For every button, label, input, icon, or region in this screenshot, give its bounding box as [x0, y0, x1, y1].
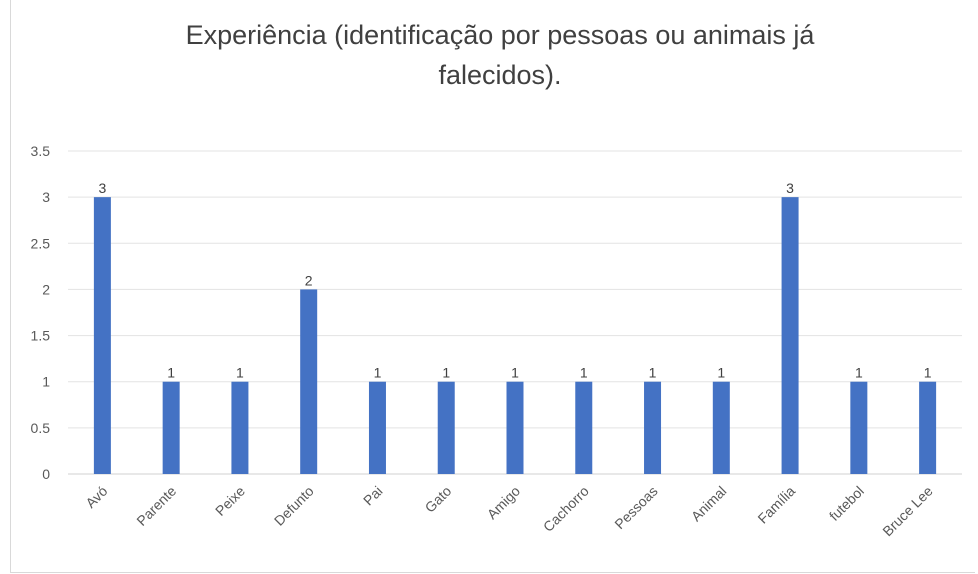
data-label: 3 [98, 180, 106, 196]
x-tick-label: Animal [688, 483, 730, 525]
y-tick-label: 0 [42, 466, 50, 482]
x-tick-label: Pai [360, 483, 386, 509]
bar [437, 381, 455, 474]
data-label: 1 [717, 365, 725, 381]
x-tick-label: Defunto [271, 483, 317, 529]
x-axis: Avó Parente Peixe Defunto Pai Gato Amigo Cachor… [82, 483, 936, 540]
bar [644, 381, 662, 474]
data-label: 1 [236, 365, 244, 381]
y-tick-label: 1 [42, 374, 50, 390]
data-label: 1 [374, 365, 382, 381]
x-tick-label: Gato [422, 483, 455, 516]
y-tick-label: 2 [42, 281, 50, 297]
chart-title-line-2: falecidos). [438, 60, 561, 90]
x-tick-label: Bruce Lee [879, 483, 936, 540]
bar [919, 381, 937, 474]
x-tick-label: futebol [826, 483, 867, 524]
y-tick-label: 0.5 [31, 420, 51, 436]
data-label: 1 [511, 365, 519, 381]
data-label: 1 [442, 365, 450, 381]
bar [162, 381, 180, 474]
x-tick-label: Avó [82, 483, 110, 511]
data-label: 1 [649, 365, 657, 381]
chart-title-line-1: Experiência (identificação por pessoas o… [186, 20, 816, 50]
bar [300, 289, 318, 474]
y-tick-label: 2.5 [31, 235, 51, 251]
bar [506, 381, 524, 474]
data-label: 1 [167, 365, 175, 381]
x-tick-label: Família [754, 483, 798, 527]
y-tick-label: 3.5 [31, 143, 51, 159]
x-tick-label: Amigo [484, 483, 524, 523]
y-tick-label: 1.5 [31, 328, 51, 344]
chart-frame [10, 0, 975, 573]
data-label: 1 [855, 365, 863, 381]
bars [93, 197, 937, 474]
bar [231, 381, 249, 474]
data-label: 1 [924, 365, 932, 381]
bar [781, 197, 799, 474]
data-labels: 3 1 1 2 1 1 1 1 1 1 3 1 1 [98, 180, 931, 381]
bar [850, 381, 868, 474]
y-tick-label: 3 [42, 189, 50, 205]
x-tick-label: Pessoas [611, 483, 660, 532]
bar [368, 381, 386, 474]
x-tick-label: Parente [133, 483, 179, 529]
bar [93, 197, 111, 474]
data-label: 1 [580, 365, 588, 381]
bar [575, 381, 593, 474]
bar [712, 381, 730, 474]
x-tick-label: Peixe [212, 483, 248, 519]
data-label: 2 [305, 272, 313, 288]
data-label: 3 [786, 180, 794, 196]
x-tick-label: Cachorro [540, 483, 592, 535]
y-axis: 0 0.5 1 1.5 2 2.5 3 3.5 [31, 143, 51, 482]
